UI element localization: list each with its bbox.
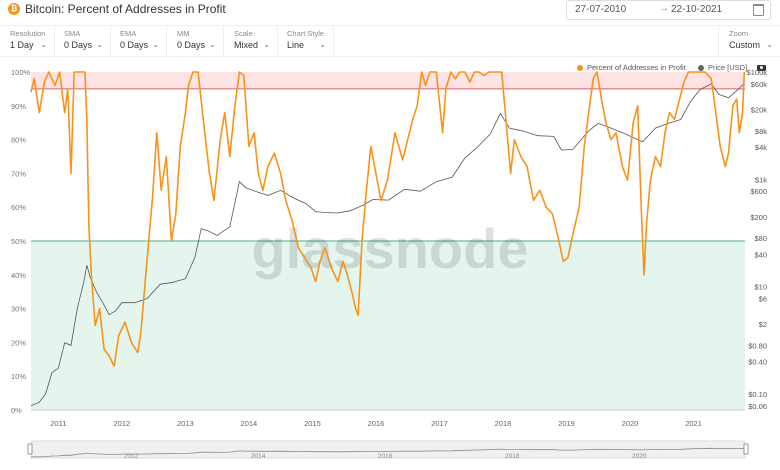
lower-band [31, 241, 745, 410]
right-axis-tick: $600 [750, 187, 767, 196]
x-axis-tick: 2016 [368, 419, 385, 428]
chevron-down-icon: ⌄ [766, 40, 773, 49]
navigator-tick: 2020 [632, 453, 647, 460]
navigator-right-handle [743, 443, 749, 455]
navigator-tick: 2014 [251, 453, 266, 460]
ema-label: EMA [120, 29, 137, 38]
left-axis-tick: 30% [11, 305, 26, 314]
camera-icon[interactable] [757, 65, 766, 71]
sma-label: SMA [64, 29, 81, 38]
left-axis-tick: 40% [11, 271, 26, 280]
chevron-down-icon: ⌄ [263, 40, 270, 49]
navigator-tick: 2012 [124, 453, 139, 460]
chevron-down-icon: ⌄ [319, 40, 326, 49]
right-axis-tick: $60k [751, 80, 768, 89]
chevron-down-icon: ⌄ [152, 40, 159, 49]
chart-header: ₿ Bitcoin: Percent of Addresses in Profi… [0, 0, 780, 24]
resolution-label: Resolution [10, 29, 46, 38]
calendar-icon[interactable] [753, 4, 764, 16]
price-series-line [30, 82, 745, 407]
left-axis-tick: 20% [11, 338, 26, 347]
scale-select[interactable]: Scale Mixed ⌄ [234, 26, 278, 56]
x-axis-tick: 2018 [495, 419, 512, 428]
navigator [30, 440, 746, 459]
right-axis-tick: $6 [759, 294, 767, 303]
x-axis-tick: 2013 [177, 419, 194, 428]
right-axis-tick: $10 [754, 283, 767, 292]
upper-band [31, 72, 745, 89]
sma-value: 0 Days [64, 40, 93, 50]
legend-price-label: Price [USD] [708, 63, 748, 72]
x-axis-tick: 2011 [50, 419, 66, 428]
sma-select[interactable]: SMA 0 Days ⌄ [64, 26, 111, 56]
chevron-down-icon: ⌄ [209, 40, 216, 49]
resolution-select[interactable]: Resolution 1 Day ⌄ [10, 26, 55, 56]
navigator-series-line [30, 447, 745, 458]
mm-select[interactable]: MM 0 Days ⌄ [177, 26, 224, 56]
zoom-value: Custom [729, 40, 761, 50]
right-axis-tick: $2 [759, 320, 767, 329]
x-axis-tick: 2019 [558, 419, 575, 428]
right-axis-tick: $200 [750, 213, 767, 222]
left-axis-tick: 60% [11, 203, 26, 212]
date-from[interactable]: 27-07-2010 [575, 4, 627, 15]
chevron-down-icon: ⌄ [96, 40, 103, 49]
x-axis-tick: 2017 [431, 419, 448, 428]
left-axis-tick: 80% [11, 136, 26, 145]
ema-value: 0 Days [120, 40, 149, 50]
legend-profit-label: Percent of Addresses in Profit [587, 63, 686, 72]
right-axis-tick: $0.40 [748, 358, 767, 367]
arrow-right-icon: → [659, 3, 669, 14]
resolution-value: 1 Day [10, 40, 34, 50]
zoom-select[interactable]: Zoom Custom ⌄ [718, 26, 780, 56]
left-axis-tick: 10% [11, 372, 26, 381]
right-axis-tick: $1k [755, 175, 767, 184]
x-axis-tick: 2020 [622, 419, 639, 428]
legend-profit-dot [577, 65, 583, 72]
chart-style-label: Chart Style [287, 29, 325, 38]
right-axis-tick: $0.10 [748, 390, 767, 399]
chart-title: Bitcoin: Percent of Addresses in Profit [25, 2, 226, 16]
left-axis-tick: 90% [11, 102, 26, 111]
right-axis-tick: $8k [755, 127, 767, 136]
x-axis-tick: 2012 [113, 419, 130, 428]
left-axis-tick: 100% [11, 68, 31, 77]
navigator-tick: 2018 [505, 453, 520, 460]
legend-price[interactable]: Price [USD] [698, 63, 747, 72]
mm-value: 0 Days [177, 40, 206, 50]
profit-series-line [30, 71, 746, 367]
ema-select[interactable]: EMA 0 Days ⌄ [120, 26, 167, 56]
right-axis-tick: $4k [755, 143, 767, 152]
mm-label: MM [177, 29, 190, 38]
right-axis-tick: $20k [751, 105, 768, 114]
right-axis-tick: $80 [754, 234, 767, 243]
right-axis-tick: $0.80 [748, 341, 767, 350]
bitcoin-icon: ₿ [8, 3, 20, 15]
chevron-down-icon: ⌄ [40, 40, 47, 49]
chart-toolbar: Resolution 1 Day ⌄ SMA 0 Days ⌄ EMA 0 Da… [0, 25, 780, 57]
scale-value: Mixed [234, 40, 259, 50]
right-axis-tick: $40 [754, 250, 767, 259]
x-axis-tick: 2015 [304, 419, 321, 428]
watermark: glassnode [252, 217, 529, 280]
navigator-left-handle [27, 443, 33, 455]
date-range-picker[interactable]: 27-07-2010 → 22-10-2021 [566, 0, 771, 20]
date-to[interactable]: 22-10-2021 [671, 4, 723, 15]
navigator-tick: 2016 [378, 453, 393, 460]
chart-style-value: Line [287, 40, 305, 50]
left-axis-tick: 50% [11, 237, 26, 246]
x-axis-tick: 2014 [241, 419, 258, 428]
scale-label: Scale [234, 29, 253, 38]
legend-price-dot [698, 65, 704, 72]
left-axis-tick: 0% [11, 406, 22, 415]
zoom-label: Zoom [729, 29, 749, 38]
x-axis-tick: 2021 [685, 419, 702, 428]
left-axis-tick: 70% [11, 169, 26, 178]
chart-style-select[interactable]: Chart Style Line ⌄ [287, 26, 334, 56]
legend-profit[interactable]: Percent of Addresses in Profit [577, 63, 686, 72]
right-axis-tick: $0.06 [748, 402, 767, 411]
